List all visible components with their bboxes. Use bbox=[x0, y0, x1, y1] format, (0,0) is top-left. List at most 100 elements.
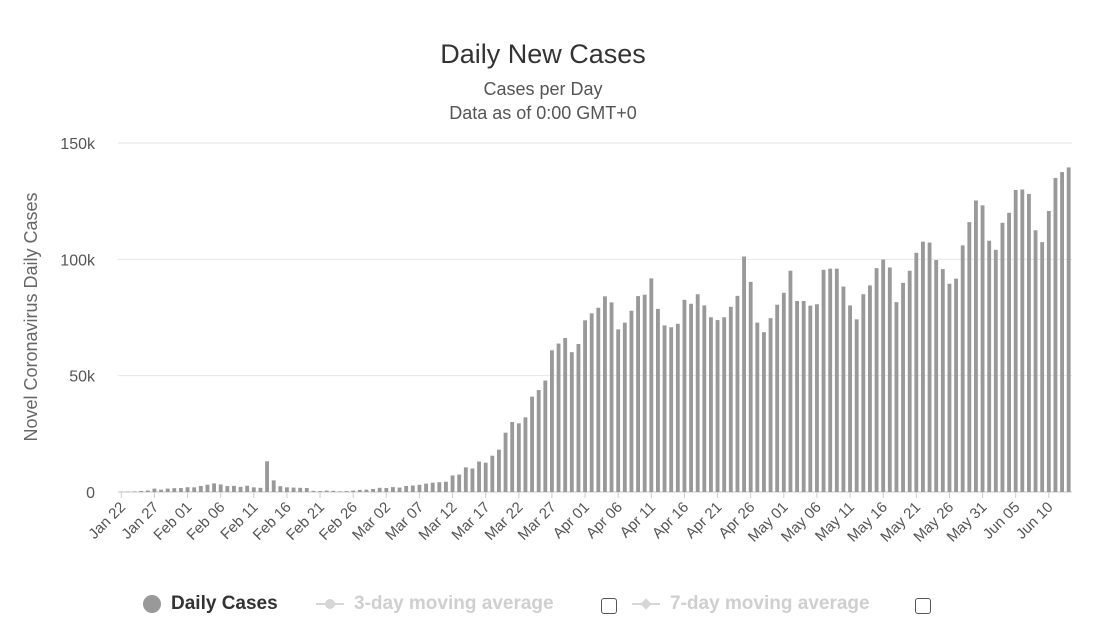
bar[interactable] bbox=[198, 485, 203, 492]
bar[interactable] bbox=[1027, 193, 1031, 492]
bar[interactable] bbox=[444, 481, 448, 492]
bar[interactable] bbox=[391, 487, 395, 492]
bar[interactable] bbox=[662, 325, 667, 492]
bar[interactable] bbox=[172, 488, 177, 492]
bar[interactable] bbox=[463, 467, 468, 492]
bar[interactable] bbox=[828, 268, 833, 492]
bar[interactable] bbox=[331, 490, 336, 492]
bar[interactable] bbox=[742, 256, 746, 492]
bar[interactable] bbox=[1013, 190, 1018, 492]
bar[interactable] bbox=[424, 483, 428, 492]
bar[interactable] bbox=[543, 380, 548, 492]
bar[interactable] bbox=[351, 490, 356, 492]
bar[interactable] bbox=[695, 294, 700, 492]
bar[interactable] bbox=[603, 296, 607, 492]
bar[interactable] bbox=[338, 491, 342, 492]
bar[interactable] bbox=[927, 242, 932, 492]
bar[interactable] bbox=[477, 461, 481, 492]
bar[interactable] bbox=[265, 461, 269, 492]
bar[interactable] bbox=[815, 304, 819, 492]
bar[interactable] bbox=[589, 313, 594, 492]
toggle-7-day-average-checkbox[interactable] bbox=[915, 598, 931, 614]
bar[interactable] bbox=[397, 487, 402, 492]
bar[interactable] bbox=[781, 292, 786, 492]
bar[interactable] bbox=[616, 329, 621, 492]
bar[interactable] bbox=[245, 485, 250, 492]
bar[interactable] bbox=[728, 306, 733, 492]
bar[interactable] bbox=[218, 484, 223, 492]
bar[interactable] bbox=[1053, 177, 1058, 492]
bar[interactable] bbox=[1000, 222, 1005, 493]
bar[interactable] bbox=[775, 304, 780, 492]
bar[interactable] bbox=[145, 490, 150, 492]
bar[interactable] bbox=[921, 241, 925, 492]
bar[interactable] bbox=[901, 282, 905, 492]
bar[interactable] bbox=[987, 240, 992, 492]
bar[interactable] bbox=[238, 486, 243, 492]
bar[interactable] bbox=[947, 283, 952, 492]
bar[interactable] bbox=[881, 259, 886, 492]
bar[interactable] bbox=[854, 319, 859, 492]
bar[interactable] bbox=[357, 489, 362, 492]
legend-item-daily-cases[interactable]: Daily Cases bbox=[143, 586, 278, 622]
bar[interactable] bbox=[278, 486, 283, 492]
bar[interactable] bbox=[960, 245, 965, 492]
bar[interactable] bbox=[868, 285, 872, 492]
bar[interactable] bbox=[516, 423, 521, 492]
bar[interactable] bbox=[510, 421, 515, 492]
bar[interactable] bbox=[642, 294, 647, 492]
bar[interactable] bbox=[629, 310, 634, 492]
bar[interactable] bbox=[179, 488, 183, 492]
bar[interactable] bbox=[715, 320, 720, 492]
bar[interactable] bbox=[808, 305, 813, 492]
bar[interactable] bbox=[940, 269, 945, 492]
bar[interactable] bbox=[762, 332, 766, 492]
bar[interactable] bbox=[649, 278, 654, 492]
bar[interactable] bbox=[384, 488, 389, 492]
toggle-3-day-average-checkbox[interactable] bbox=[601, 598, 617, 614]
bar[interactable] bbox=[841, 286, 846, 492]
bar[interactable] bbox=[225, 486, 230, 492]
bar[interactable] bbox=[974, 200, 978, 492]
bar[interactable] bbox=[1060, 172, 1064, 492]
bar[interactable] bbox=[596, 307, 601, 492]
bar[interactable] bbox=[371, 488, 375, 492]
bar[interactable] bbox=[669, 327, 674, 492]
bar[interactable] bbox=[735, 295, 740, 492]
bar[interactable] bbox=[503, 432, 508, 492]
bar[interactable] bbox=[1033, 230, 1038, 492]
bar[interactable] bbox=[165, 488, 170, 492]
bar[interactable] bbox=[954, 278, 958, 492]
bar[interactable] bbox=[205, 484, 210, 492]
bar[interactable] bbox=[285, 487, 289, 492]
bar[interactable] bbox=[258, 487, 263, 492]
bar[interactable] bbox=[291, 487, 296, 492]
bar[interactable] bbox=[576, 344, 581, 492]
bar[interactable] bbox=[318, 491, 322, 492]
bar[interactable] bbox=[1007, 212, 1011, 493]
bar[interactable] bbox=[251, 487, 256, 492]
bar[interactable] bbox=[894, 302, 899, 492]
legend-item-7-day-average[interactable]: 7-day moving average bbox=[632, 586, 870, 622]
legend-item-3-day-average[interactable]: 3-day moving average bbox=[316, 586, 554, 622]
bar[interactable] bbox=[834, 268, 839, 492]
bar[interactable] bbox=[563, 337, 568, 492]
bar[interactable] bbox=[530, 396, 534, 492]
bar[interactable] bbox=[980, 205, 985, 492]
bar[interactable] bbox=[801, 300, 806, 492]
bar[interactable] bbox=[755, 322, 760, 492]
bar[interactable] bbox=[404, 485, 409, 492]
bar[interactable] bbox=[417, 484, 422, 492]
bar[interactable] bbox=[722, 317, 727, 492]
bar[interactable] bbox=[821, 269, 826, 492]
bar[interactable] bbox=[609, 302, 614, 492]
bar[interactable] bbox=[967, 222, 972, 493]
bar[interactable] bbox=[470, 468, 475, 493]
bar[interactable] bbox=[993, 249, 998, 492]
bar[interactable] bbox=[185, 487, 190, 492]
bar[interactable] bbox=[536, 390, 541, 492]
bar[interactable] bbox=[689, 303, 693, 492]
bar[interactable] bbox=[914, 252, 919, 492]
bar[interactable] bbox=[523, 417, 528, 492]
bar[interactable] bbox=[622, 322, 627, 492]
